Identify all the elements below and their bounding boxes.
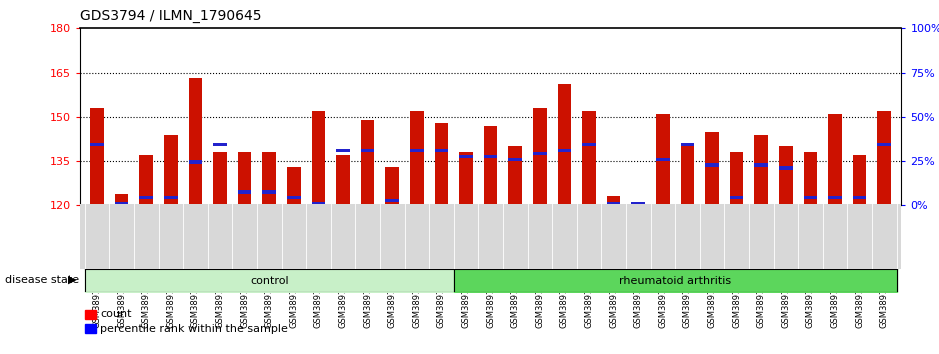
Bar (877, 111, 891, 205)
Bar (140, 196, 153, 199)
Bar (607, 196, 621, 205)
Bar (656, 158, 670, 161)
Bar (877, 143, 891, 146)
Bar (435, 149, 448, 152)
Bar (287, 167, 300, 205)
Bar (115, 194, 129, 205)
Bar (804, 152, 817, 205)
Bar (189, 160, 202, 164)
Bar (730, 152, 744, 205)
Bar (410, 111, 423, 205)
Bar (312, 111, 325, 205)
Bar (558, 149, 571, 152)
Bar (238, 152, 252, 205)
Bar (754, 164, 768, 167)
Bar (828, 196, 841, 199)
Text: ▶: ▶ (68, 275, 76, 285)
Bar (533, 152, 546, 155)
Bar (410, 149, 423, 152)
Bar (361, 120, 375, 205)
Bar (435, 123, 448, 205)
Bar (779, 146, 793, 205)
Text: disease state: disease state (5, 275, 79, 285)
Bar (582, 143, 595, 146)
Bar (853, 196, 867, 199)
Text: rheumatoid arthritis: rheumatoid arthritis (619, 275, 731, 286)
Bar (90, 108, 104, 205)
Text: count: count (100, 309, 132, 319)
Bar (213, 152, 227, 205)
Bar (386, 167, 399, 205)
Bar (459, 155, 473, 158)
Bar (336, 149, 350, 152)
Bar (779, 166, 793, 170)
Bar (582, 111, 595, 205)
Text: GDS3794 / ILMN_1790645: GDS3794 / ILMN_1790645 (80, 9, 261, 23)
Bar (804, 196, 817, 199)
Bar (705, 164, 718, 167)
Bar (681, 143, 694, 146)
Bar (754, 135, 768, 205)
Bar (705, 132, 718, 205)
Bar (189, 79, 202, 205)
Bar (459, 152, 473, 205)
Bar (287, 196, 300, 199)
Bar (656, 114, 670, 205)
Bar (361, 149, 375, 152)
Bar (730, 196, 744, 199)
Bar (607, 202, 621, 205)
Bar (213, 143, 227, 146)
Bar (386, 199, 399, 202)
Bar (312, 202, 325, 205)
Bar (508, 146, 522, 205)
Bar (263, 152, 276, 205)
Bar (238, 190, 252, 194)
Bar (631, 202, 645, 205)
Bar (508, 158, 522, 161)
Bar (484, 126, 498, 205)
Bar (828, 114, 841, 205)
Bar (533, 108, 546, 205)
Bar (263, 190, 276, 194)
Bar (90, 143, 104, 146)
Bar (164, 196, 177, 199)
Bar (631, 202, 645, 205)
Bar (336, 155, 350, 205)
Bar (140, 155, 153, 205)
Bar (558, 84, 571, 205)
Bar (853, 155, 867, 205)
Bar (484, 155, 498, 158)
Text: control: control (250, 275, 288, 286)
Bar (681, 143, 694, 205)
Bar (115, 202, 129, 205)
Text: percentile rank within the sample: percentile rank within the sample (100, 324, 288, 333)
Bar (164, 135, 177, 205)
